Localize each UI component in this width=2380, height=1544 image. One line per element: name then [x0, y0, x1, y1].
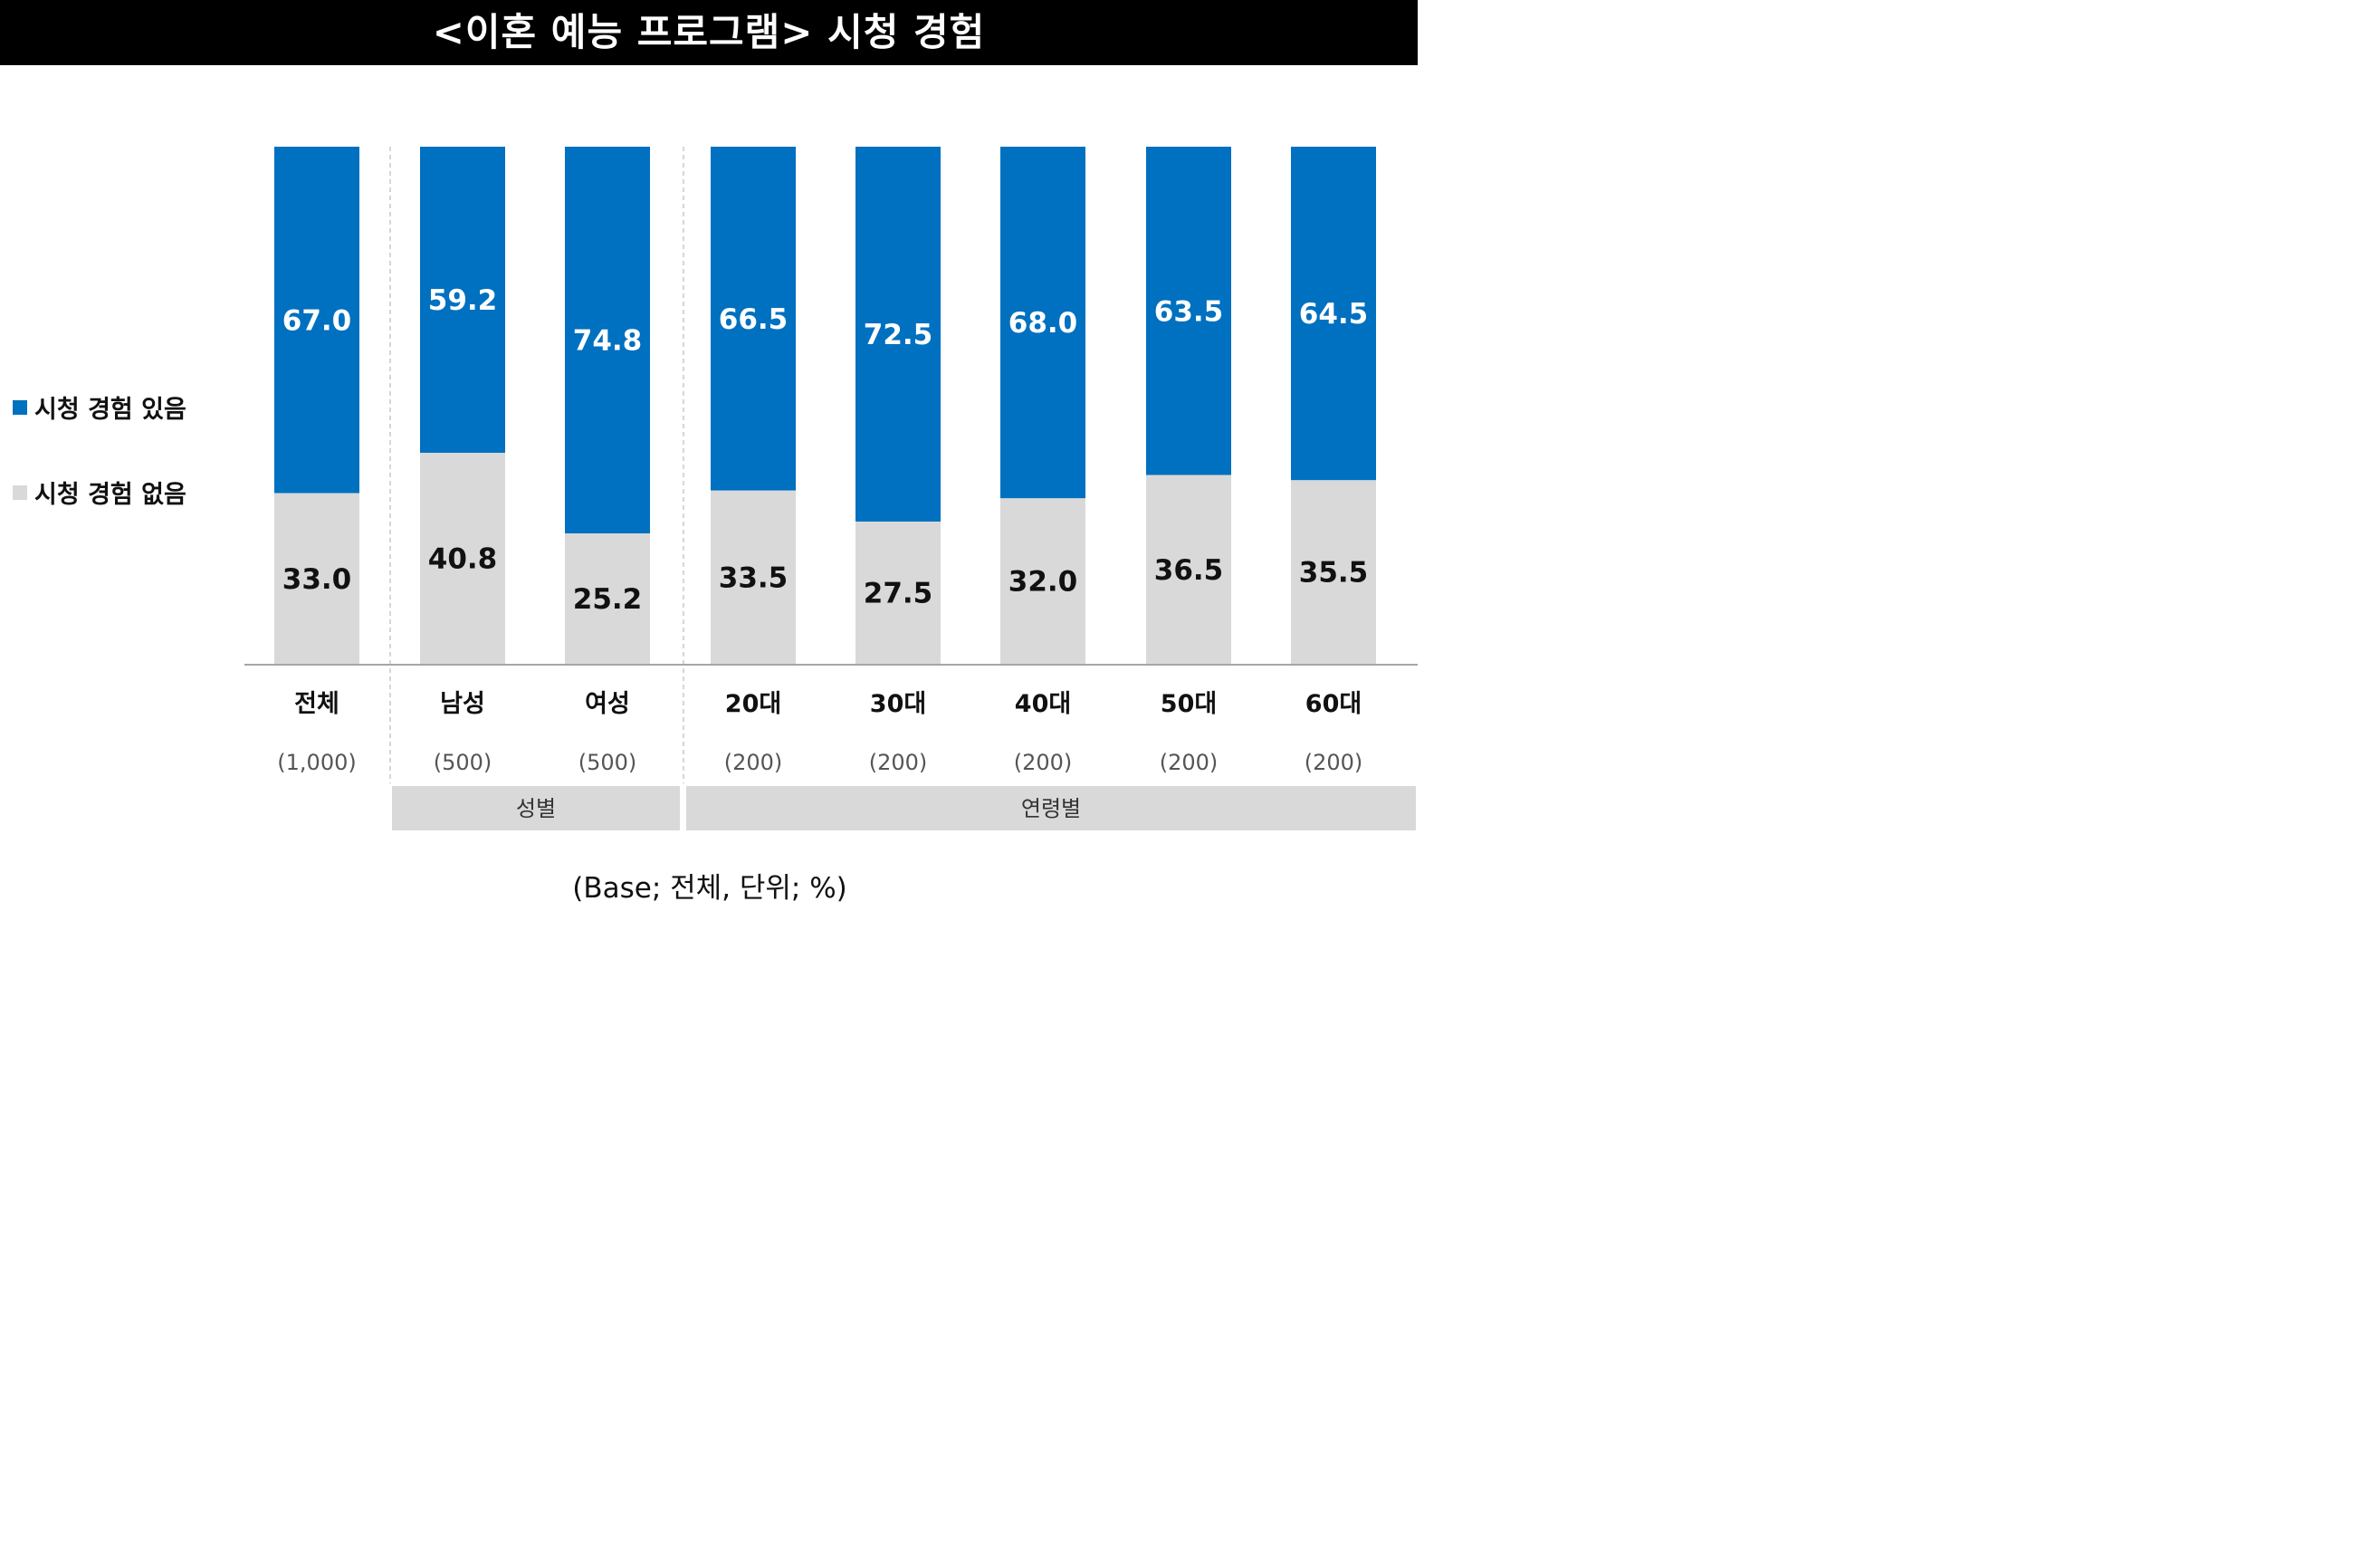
- group-label-1: 성별: [516, 796, 556, 821]
- sample-size-7: (200): [1160, 750, 1219, 775]
- legend-item-none: 시청 경험 없음: [13, 475, 186, 510]
- group-box-2: [686, 786, 1416, 830]
- data-label-has-5: 72.5: [864, 319, 933, 351]
- category-label-5: 30대: [870, 690, 926, 718]
- bar-has-5: [855, 147, 941, 522]
- stacked-bar-chart: 67.0 33.0 전체 (1,000) 59.2 40.8 남성 (500) 74.8 25.2…: [244, 147, 1418, 830]
- legend-2: 시청 경험 없음: [13, 475, 186, 510]
- category-label-4: 20대: [725, 690, 781, 718]
- sample-size-1: (1,000): [277, 750, 356, 775]
- sample-size-4: (200): [724, 750, 783, 775]
- category-label-2: 남성: [440, 690, 485, 718]
- base-note: (Base; 전체, 단위; %): [572, 872, 847, 905]
- category-label-1: 전체: [294, 690, 339, 718]
- data-label-has-6: 68.0: [1008, 307, 1078, 340]
- category-label-3: 여성: [585, 690, 630, 718]
- group-box-1: [392, 786, 680, 830]
- legend-label-none: 시청 경험 없음: [34, 481, 186, 509]
- data-label-has-1: 67.0: [282, 304, 352, 337]
- data-label-has-2: 59.2: [428, 284, 498, 317]
- bar-has-8: [1291, 147, 1376, 481]
- data-label-none-1: 33.0: [282, 563, 352, 596]
- data-label-has-4: 66.5: [719, 303, 789, 336]
- data-label-none-7: 36.5: [1154, 554, 1224, 587]
- sample-size-6: (200): [1014, 750, 1073, 775]
- data-label-none-3: 25.2: [573, 583, 643, 616]
- sample-size-2: (500): [434, 750, 492, 775]
- legend: 시청 경험 있음: [13, 389, 186, 425]
- bar-none-2: [420, 453, 505, 664]
- data-label-none-2: 40.8: [428, 543, 498, 576]
- bar-none-6: [1000, 498, 1085, 664]
- bar-has-6: [1000, 147, 1085, 499]
- bar-none-7: [1146, 475, 1231, 664]
- legend-swatch-none: [13, 484, 27, 500]
- chart-title: <이혼 예능 프로그램> 시청 경험: [0, 0, 1418, 65]
- legend-item-has: 시청 경험 있음: [13, 389, 186, 425]
- sample-size-8: (200): [1305, 750, 1363, 775]
- data-label-none-8: 35.5: [1299, 557, 1369, 590]
- data-label-none-6: 32.0: [1008, 566, 1078, 599]
- sample-size-5: (200): [869, 750, 928, 775]
- data-label-none-4: 33.5: [719, 561, 789, 594]
- sample-size-3: (500): [578, 750, 637, 775]
- legend-label-has: 시청 경험 있음: [34, 396, 186, 424]
- bar-has-4: [711, 147, 796, 491]
- bar-has-2: [420, 147, 505, 454]
- category-label-8: 60대: [1305, 690, 1362, 718]
- group-label-2: 연령별: [1021, 796, 1081, 821]
- bar-has-7: [1146, 147, 1231, 475]
- category-label-6: 40대: [1015, 690, 1071, 718]
- bar-none-3: [565, 533, 650, 664]
- bar-has-3: [565, 147, 650, 534]
- bar-none-1: [274, 493, 359, 664]
- legend-swatch-has: [13, 399, 27, 415]
- data-label-has-3: 74.8: [573, 325, 643, 358]
- category-label-7: 50대: [1161, 690, 1217, 718]
- bar-none-4: [711, 490, 796, 664]
- bar-none-8: [1291, 480, 1376, 664]
- bar-none-5: [855, 521, 941, 664]
- data-label-has-8: 64.5: [1299, 298, 1369, 331]
- data-label-has-7: 63.5: [1154, 295, 1224, 328]
- bar-has-1: [274, 147, 359, 494]
- data-label-none-5: 27.5: [864, 577, 933, 609]
